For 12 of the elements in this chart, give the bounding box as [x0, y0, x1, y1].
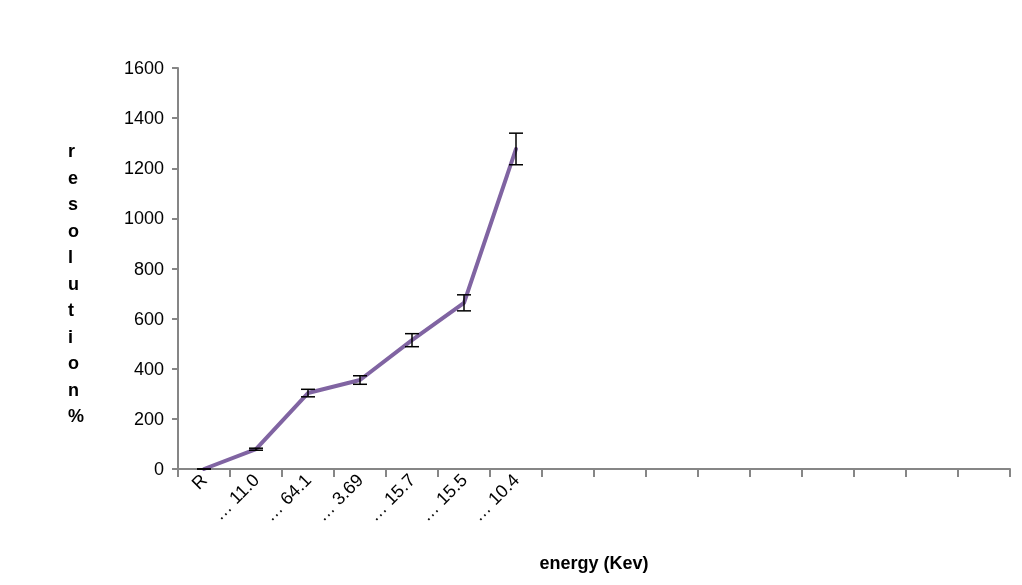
- y-tick-label: 1600: [123, 58, 164, 78]
- y-tick-label: 1200: [123, 158, 164, 179]
- x-axis-title: energy (Kev): [539, 553, 649, 573]
- y-tick-label: 1000: [123, 208, 164, 229]
- y-tick-label: 1400: [123, 108, 164, 129]
- y-tick-label: 0: [153, 459, 164, 479]
- y-tick-label: 400: [133, 358, 164, 379]
- y-tick-label: 600: [133, 308, 164, 329]
- y-tick-label: 200: [133, 408, 164, 429]
- line-series: [202, 146, 518, 471]
- text: resolution %: [68, 141, 85, 427]
- y-tick-label: 800: [133, 258, 164, 279]
